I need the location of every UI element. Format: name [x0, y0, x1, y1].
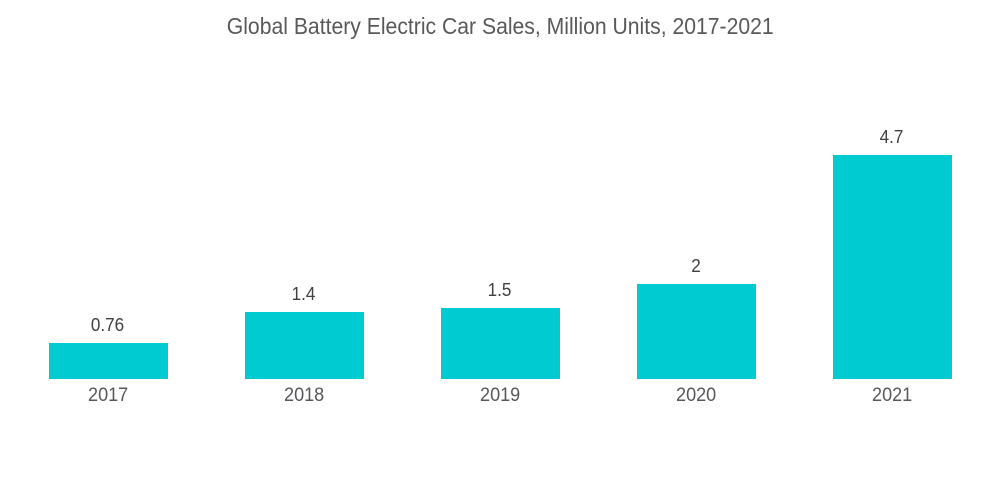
- bar: [832, 155, 952, 379]
- year-label: 2020: [675, 385, 717, 406]
- value-label: 0.76: [91, 314, 125, 335]
- bar-column: 0.76 2017: [10, 0, 206, 407]
- bar-column: 2 2020: [598, 0, 794, 407]
- value-label: 2: [691, 255, 701, 276]
- bar: [48, 342, 168, 379]
- chart-title: Global Battery Electric Car Sales, Milli…: [226, 13, 774, 39]
- year-label: 2021: [871, 385, 913, 406]
- bar-column: 4.7 2021: [794, 0, 990, 407]
- bar-chart: 0.76 2017 1.4 2018 1.5 2019 2 2020 4.7 2…: [10, 0, 990, 407]
- value-label: 1.4: [292, 284, 316, 305]
- bar: [244, 312, 364, 379]
- year-label: 2019: [479, 385, 521, 406]
- chart-title-wrap: Global Battery Electric Car Sales, Milli…: [0, 13, 1000, 40]
- bar-column: 1.5 2019: [402, 0, 598, 407]
- value-label: 4.7: [880, 127, 904, 147]
- bar-column: 1.4 2018: [206, 0, 402, 407]
- bar: [440, 307, 560, 379]
- bar: [636, 283, 756, 379]
- year-label: 2017: [87, 385, 129, 406]
- value-label: 1.5: [488, 279, 512, 300]
- year-label: 2018: [283, 385, 325, 406]
